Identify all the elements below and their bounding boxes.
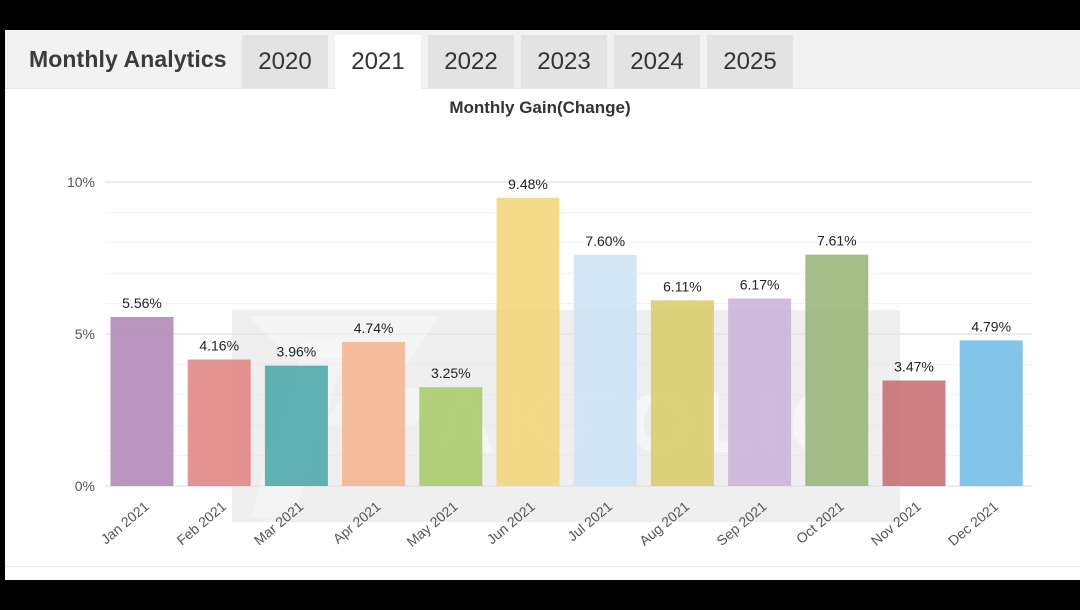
watermark: AKFOLIO	[232, 310, 900, 522]
value-labels-layer: 5.56% 4.16% 3.96% 4.74% 3.25% 9.48% 7.60% 6.11%…	[122, 176, 1011, 381]
bar-sep-2021[interactable]	[728, 298, 792, 486]
bar-jun-2021[interactable]	[496, 197, 560, 487]
bar-oct-2021[interactable]	[805, 254, 869, 486]
bar-value-label: 7.61%	[817, 233, 857, 249]
bar-jul-2021[interactable]	[573, 254, 637, 486]
section-title: Monthly Analytics	[29, 46, 227, 72]
monthly-gain-chart: Monthly Gain(Change) 0% 5% 10% AKFOLIO 5.5…	[67, 98, 1032, 550]
y-tick-label: 10%	[67, 174, 95, 190]
panel-bottom-divider	[5, 566, 1080, 567]
bar-value-label: 3.25%	[431, 365, 471, 381]
bars-layer	[110, 197, 1023, 487]
tab-2021[interactable]: 2021	[335, 35, 421, 90]
tab-2023[interactable]: 2023	[521, 35, 607, 88]
chart-area: Monthly Gain(Change) 0% 5% 10% AKFOLIO 5.5…	[5, 88, 1080, 568]
bar-feb-2021[interactable]	[187, 359, 251, 486]
tab-2022[interactable]: 2022	[428, 35, 514, 88]
x-tick-label: Jan 2021	[98, 498, 153, 547]
tab-2025[interactable]: 2025	[707, 35, 793, 88]
bar-value-label: 4.16%	[199, 338, 239, 354]
bar-nov-2021[interactable]	[882, 380, 946, 486]
chart-title: Monthly Gain(Change)	[449, 98, 630, 117]
bar-value-label: 5.56%	[122, 295, 162, 311]
tab-2020[interactable]: 2020	[242, 35, 328, 88]
bar-value-label: 6.11%	[663, 278, 702, 294]
analytics-panel: Monthly Analytics 2020 2021 2022 2023 20…	[5, 30, 1080, 580]
y-tick-label: 0%	[75, 478, 95, 494]
bar-jan-2021[interactable]	[110, 316, 174, 486]
bar-value-label: 7.60%	[585, 233, 625, 249]
x-tick-label: Dec 2021	[945, 498, 1001, 549]
panel-header: Monthly Analytics 2020 2021 2022 2023 20…	[5, 30, 1080, 90]
bar-value-label: 4.74%	[354, 320, 394, 336]
bar-value-label: 3.96%	[277, 344, 317, 360]
bar-apr-2021[interactable]	[342, 341, 406, 486]
bar-may-2021[interactable]	[419, 387, 483, 486]
x-tick-label: Feb 2021	[174, 498, 230, 548]
bar-mar-2021[interactable]	[264, 365, 328, 486]
bar-value-label: 3.47%	[894, 359, 934, 375]
bar-value-label: 4.79%	[971, 318, 1011, 334]
tab-2024[interactable]: 2024	[614, 35, 700, 88]
bar-value-label: 9.48%	[508, 176, 548, 192]
bar-value-label: 6.17%	[740, 276, 780, 292]
y-tick-label: 5%	[75, 326, 95, 342]
bar-aug-2021[interactable]	[650, 300, 714, 486]
bar-dec-2021[interactable]	[959, 340, 1023, 486]
